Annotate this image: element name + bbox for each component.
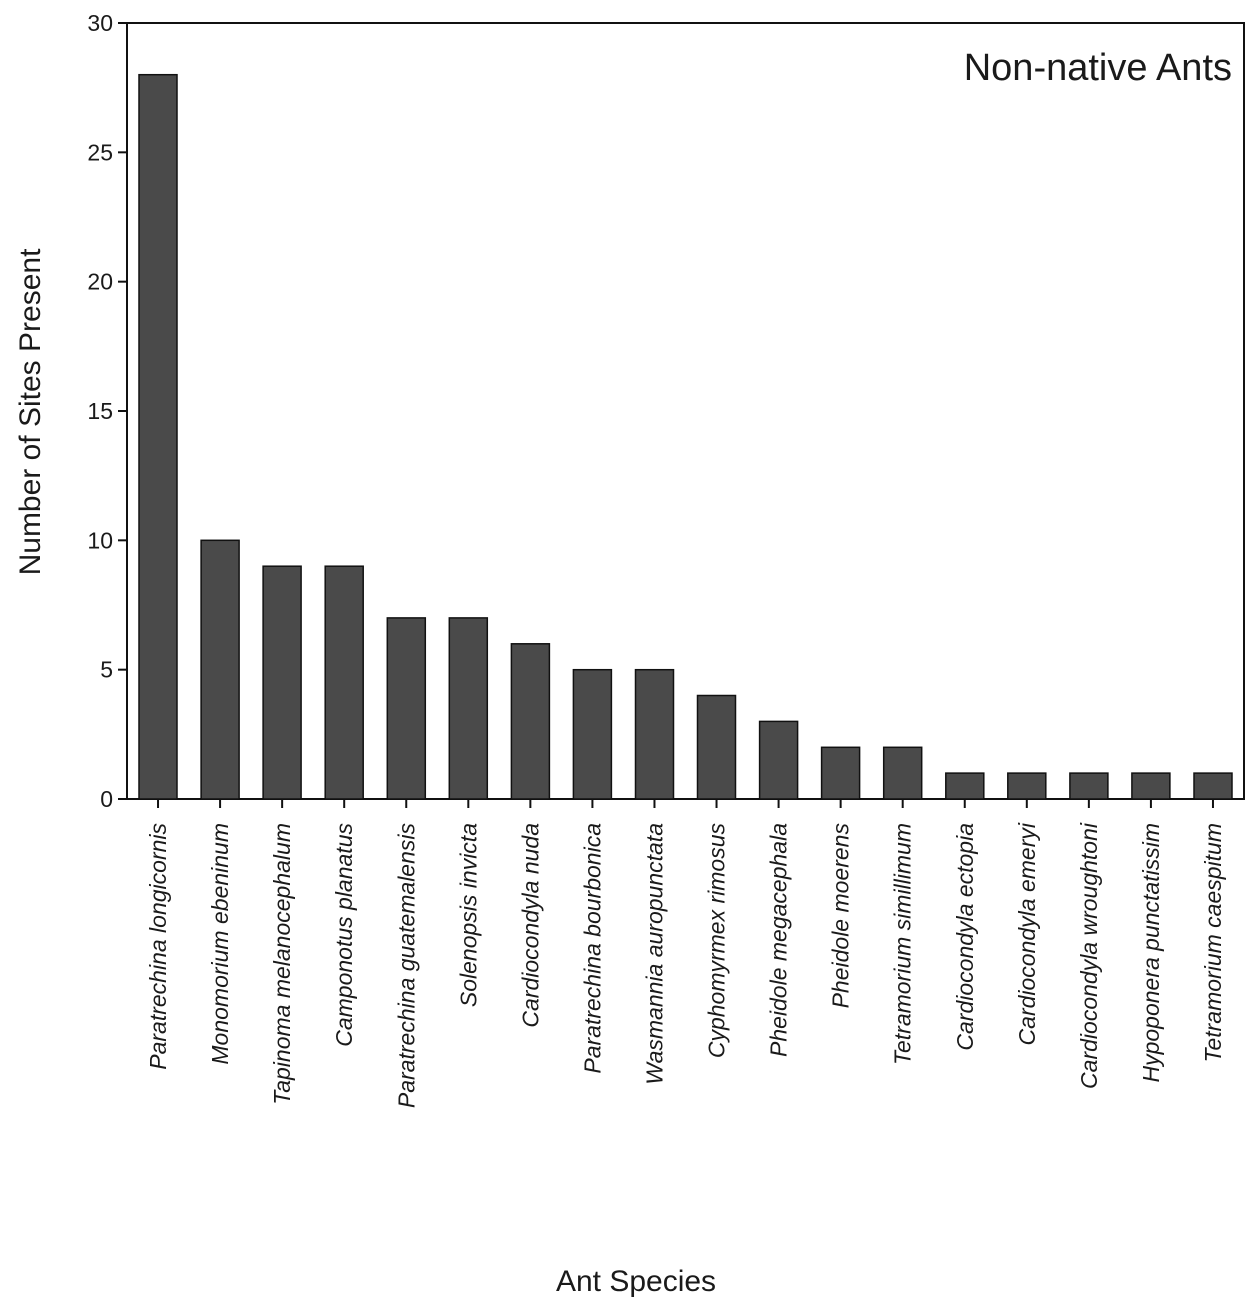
x-category-label: Solenopsis invicta [455,823,481,1007]
x-category-label: Tetramorium simillimum [890,823,916,1065]
y-tick-label: 0 [100,786,113,812]
bar-18 [1193,772,1233,800]
bar-16 [1069,772,1109,800]
y-tick-label: 30 [87,10,113,36]
bar-13 [882,746,923,800]
y-tick-label: 10 [87,527,113,553]
y-tick-label: 20 [87,269,113,295]
x-category-label: Cardiocondyla wroughtoni [1076,822,1102,1089]
bar-17 [1131,772,1171,800]
y-tick-label: 15 [87,398,113,424]
bar-8 [572,668,613,800]
x-category-label: Monomorium ebeninum [207,823,233,1065]
x-category-label: Cardiocondyla nuda [517,823,543,1028]
x-axis: Paratrechina longicornis Monomorium ebeni… [145,799,1226,1108]
x-category-label: Tapinoma melanocephalum [269,823,295,1105]
y-axis-title: Number of Sites Present [14,248,47,575]
bar-2 [200,539,240,800]
bar-11 [758,720,799,800]
bar-14 [945,772,985,800]
bar-12 [820,746,861,800]
x-category-label: Camponotus planatus [331,823,357,1047]
bar-1 [138,73,178,800]
bars-group [138,73,1233,800]
x-category-label: Pheidole megacephala [766,823,792,1057]
x-category-label: Cardiocondyla ectopia [952,823,978,1051]
bar-5 [386,617,427,800]
y-axis: 0 5 10 15 20 25 30 [87,10,127,812]
x-category-label: Cardiocondyla emeryi [1014,822,1040,1045]
x-category-label: Paratrechina bourbonica [579,823,605,1074]
bar-7 [510,643,551,800]
chart-title: Non-native Ants [964,47,1232,89]
y-tick-label: 25 [87,139,113,165]
y-tick-label: 5 [100,657,113,683]
x-category-label: Pheidole moerens [828,823,854,1009]
x-category-label: Wasmannia auropunctata [641,823,667,1085]
x-axis-title: Ant Species [556,1265,716,1298]
x-category-label: Tetramorium caespitum [1200,823,1226,1062]
x-category-label: Paratrechina longicornis [145,823,171,1070]
x-category-label: Paratrechina guatemalensis [393,823,419,1109]
bar-3 [262,565,302,800]
bar-9 [634,668,675,800]
bar-6 [448,617,489,800]
bar-10 [696,694,737,800]
x-category-label: Cyphomyrmex rimosus [704,823,730,1059]
bar-15 [1007,772,1047,800]
x-category-label: Hypoponera punctatissim [1138,823,1164,1083]
bar-4 [324,565,364,800]
